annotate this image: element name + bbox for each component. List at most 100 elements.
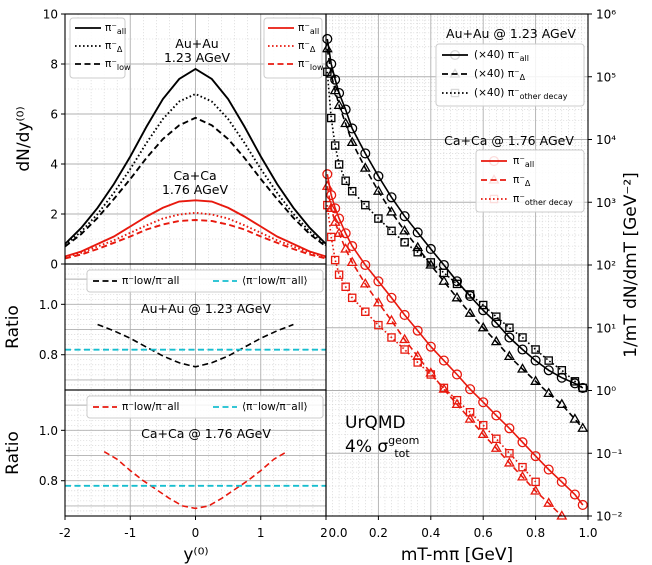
spectrum-point-triangle xyxy=(372,185,384,195)
spectrum-point-circle xyxy=(569,489,580,500)
spectrum-point-triangle xyxy=(490,442,502,452)
spectrum-point-square xyxy=(544,356,553,365)
spectrum-point-circle xyxy=(491,410,502,421)
spectrum-point-circle xyxy=(322,169,333,180)
spectrum-point-circle xyxy=(504,332,515,343)
spectrum-point-triangle xyxy=(517,470,528,481)
y-tick-label: 10 xyxy=(43,8,58,22)
spectrum-point-square xyxy=(347,293,357,303)
annotation-text: Au+Au xyxy=(175,36,218,51)
y-tick-label: 0.8 xyxy=(39,348,58,362)
spectrum-line-square xyxy=(326,71,584,389)
spectrum-point-circle xyxy=(491,317,502,328)
spectrum-point-square xyxy=(531,477,540,487)
spectrum-line-triangle xyxy=(326,186,563,517)
x-tick-label: 0.0 xyxy=(328,526,347,540)
spectrum-point-circle xyxy=(517,344,528,355)
spectrum-point-square xyxy=(478,300,488,310)
spectrum-point-square xyxy=(578,383,588,393)
spectrum-point-square xyxy=(426,258,436,267)
spectrum-point-circle xyxy=(373,171,384,182)
spectrum-point-circle xyxy=(326,190,337,201)
spectrum-point-triangle xyxy=(372,296,384,307)
y-tick-label: 10³ xyxy=(596,196,616,210)
spectrum-point-circle xyxy=(530,451,541,462)
spectrum-point-circle xyxy=(399,309,410,320)
spectrum-point-square xyxy=(326,232,336,242)
y-tick-label: 1.0 xyxy=(39,298,58,312)
spectrum-point-circle xyxy=(577,382,588,393)
annotation-text: 4% σgeom tot xyxy=(345,434,419,460)
spectrum-point-circle xyxy=(543,464,554,475)
spectrum-point-square xyxy=(400,345,409,354)
spectrum-point-triangle xyxy=(464,413,476,423)
legend-box xyxy=(69,17,126,79)
spectrum-line-triangle xyxy=(326,48,584,429)
spectrum-point-triangle xyxy=(477,428,489,439)
legend-box xyxy=(435,43,585,107)
spectrum-point-triangle xyxy=(329,216,341,226)
spectrum-point-triangle xyxy=(346,256,358,267)
panel-title: Au+Au @ 1.23 AGeV xyxy=(141,301,271,316)
series-line-caca-dashed xyxy=(64,219,327,260)
spectrum-point-square xyxy=(426,370,436,379)
spectrum-point-square xyxy=(413,247,422,257)
spectrum-point-square xyxy=(413,358,422,367)
spectrum-point-triangle xyxy=(451,291,463,302)
y-tick-label: 6 xyxy=(50,108,58,122)
y-tick-label: 10⁻² xyxy=(596,510,623,524)
annotation-text: Ca+Ca @ 1.76 AGeV xyxy=(444,133,574,148)
spectrum-point-square xyxy=(465,408,475,417)
y-tick-label: 10⁶ xyxy=(596,8,616,22)
spectrum-point-square xyxy=(570,377,580,386)
spectrum-point-square xyxy=(400,238,409,247)
spectrum-point-circle xyxy=(569,378,580,389)
y-tick-label: 10⁵ xyxy=(596,70,616,84)
spectrum-point-triangle xyxy=(359,162,371,172)
spectrum-point-triangle xyxy=(438,275,450,285)
y-axis-label: dN/dy⁽⁰⁾ xyxy=(14,106,34,171)
x-tick-label: 0 xyxy=(192,526,200,540)
spectrum-point-triangle xyxy=(477,321,489,332)
spectrum-point-square xyxy=(518,333,527,342)
annotation-text: Au+Au @ 1.23 AGeV xyxy=(446,26,576,41)
legend-label: (×40) π⁻Δ xyxy=(474,68,526,82)
x-tick-label: 0.8 xyxy=(526,526,545,540)
panel-title: Ca+Ca @ 1.76 AGeV xyxy=(141,426,271,441)
series-line-auau-solid xyxy=(64,67,327,245)
spectrum-point-square xyxy=(387,226,396,236)
spectrum-point-circle xyxy=(360,148,371,159)
spectrum-point-circle xyxy=(543,365,554,376)
spectrum-point-square xyxy=(452,395,462,405)
legend-label: π⁻low xyxy=(105,58,131,72)
frame-layer xyxy=(61,13,592,520)
spectrum-point-circle xyxy=(478,305,489,316)
annotation-text: UrQMD xyxy=(345,413,406,433)
data-layer xyxy=(64,33,589,520)
legend-box xyxy=(86,269,324,293)
spectrum-point-triangle xyxy=(503,350,515,360)
legend-label: π⁻low/π⁻all xyxy=(122,275,179,287)
spectrum-point-triangle xyxy=(386,314,397,325)
spectrum-point-square xyxy=(439,268,449,278)
spectrum-point-circle xyxy=(425,341,436,352)
annotation-text: 1.76 AGeV xyxy=(162,182,229,197)
legend-box xyxy=(475,149,585,213)
spectrum-point-triangle xyxy=(325,68,337,78)
spectrum-point-square xyxy=(323,200,332,210)
spectrum-point-circle xyxy=(438,355,449,366)
spectrum-point-circle xyxy=(577,499,588,511)
legend-label: π⁻all xyxy=(298,22,319,36)
legend-box xyxy=(86,395,324,419)
legend-label: (×40) π⁻other decay xyxy=(474,87,568,101)
spectrum-point-circle xyxy=(412,325,423,336)
spectrum-point-circle xyxy=(451,276,463,287)
spectrum-point-triangle xyxy=(425,367,437,377)
x-tick-label: -2 xyxy=(59,526,71,540)
spectrum-point-square xyxy=(330,141,340,150)
spectrum-point-triangle xyxy=(399,333,411,344)
spectrum-point-circle xyxy=(386,292,397,303)
spectrum-point-circle xyxy=(465,291,476,302)
y-axis-label: Ratio xyxy=(3,431,23,475)
spectrum-point-triangle xyxy=(399,224,411,235)
